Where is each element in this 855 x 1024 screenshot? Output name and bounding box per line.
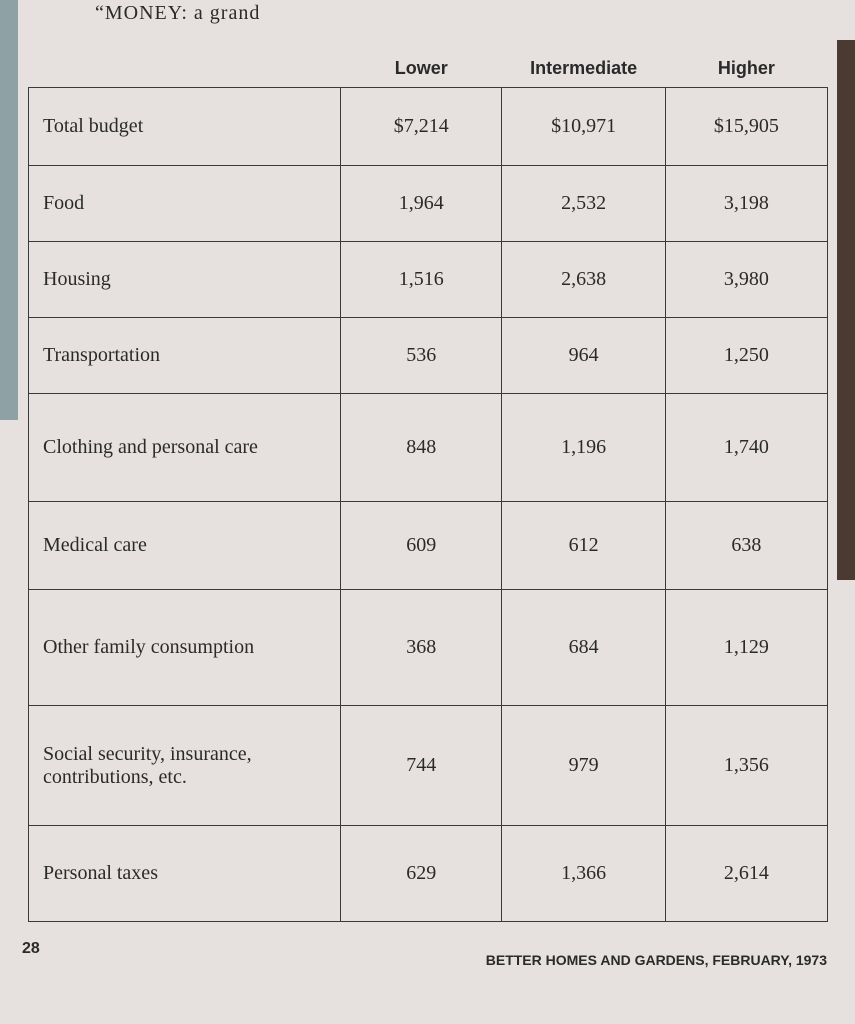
- row-label: Food: [27, 165, 342, 242]
- row-label: Social security, insurance, contribution…: [27, 705, 342, 826]
- row-label: Transportation: [27, 317, 342, 394]
- cell-value: 609: [340, 501, 503, 590]
- table-row: Total budget $7,214 $10,971 $15,905: [27, 87, 829, 166]
- row-label: Medical care: [27, 501, 342, 590]
- row-label: Personal taxes: [27, 825, 342, 922]
- corner: [29, 30, 341, 88]
- column-header: Intermediate: [530, 58, 638, 78]
- table-row: Clothing and personal care 848 1,196 1,740: [27, 393, 829, 502]
- cell-value: 1,250: [664, 317, 829, 394]
- cell-value: 979: [501, 705, 666, 826]
- page-number: 28: [22, 940, 40, 957]
- cell-value: 848: [340, 393, 503, 502]
- cell-value: 684: [501, 589, 666, 706]
- table-row: Social security, insurance, contribution…: [27, 705, 829, 826]
- cell-value: 2,614: [664, 825, 829, 922]
- cell-value: 368: [340, 589, 503, 706]
- cell-value: 3,198: [664, 165, 829, 242]
- table-row: Medical care 609 612 638: [27, 501, 829, 590]
- cell-value: $15,905: [664, 87, 829, 166]
- footer-source: BETTER HOMES AND GARDENS, FEBRUARY, 1973: [485, 952, 827, 968]
- cell-value: 1,964: [340, 165, 503, 242]
- column-header: Lower: [394, 58, 448, 78]
- background-strip: [0, 0, 18, 420]
- row-label: Total budget: [27, 87, 342, 166]
- table-row: Food 1,964 2,532 3,198: [27, 165, 829, 242]
- budget-table: Lower Intermediate Higher Total budget $7,2…: [27, 30, 829, 922]
- cell-value: 2,638: [501, 241, 666, 318]
- cell-value: 1,366: [501, 825, 666, 922]
- header-row: Lower Intermediate Higher: [29, 30, 828, 88]
- page-title: “MONEY: a grand: [95, 2, 261, 24]
- cell-value: 964: [501, 317, 666, 394]
- cell-value: 1,196: [501, 393, 666, 502]
- cell-value: 1,129: [664, 589, 829, 706]
- cell-value: $10,971: [501, 87, 666, 166]
- cell-value: 1,356: [664, 705, 829, 826]
- cell-value: 629: [340, 825, 503, 922]
- cell-value: 3,980: [664, 241, 829, 318]
- column-header: Higher: [717, 58, 775, 78]
- cell-value: 612: [501, 501, 666, 590]
- table-row: Other family consumption 368 684 1,129: [27, 589, 829, 706]
- row-label: Housing: [27, 241, 342, 318]
- row-label: Clothing and personal care: [27, 393, 342, 502]
- cell-value: 1,516: [340, 241, 503, 318]
- table-row: Transportation 536 964 1,250: [27, 317, 829, 394]
- cell-value: 744: [340, 705, 503, 826]
- cell-value: 638: [664, 501, 829, 590]
- cell-value: 2,532: [501, 165, 666, 242]
- table-row: Housing 1,516 2,638 3,980: [27, 241, 829, 318]
- row-label: Other family consumption: [27, 589, 342, 706]
- background-strip: [837, 40, 855, 580]
- table-body: Total budget $7,214 $10,971 $15,905 Food 1,96…: [27, 87, 829, 922]
- table-row: Personal taxes 629 1,366 2,614: [27, 825, 829, 922]
- cell-value: $7,214: [340, 87, 503, 166]
- cell-value: 536: [340, 317, 503, 394]
- cell-value: 1,740: [664, 393, 829, 502]
